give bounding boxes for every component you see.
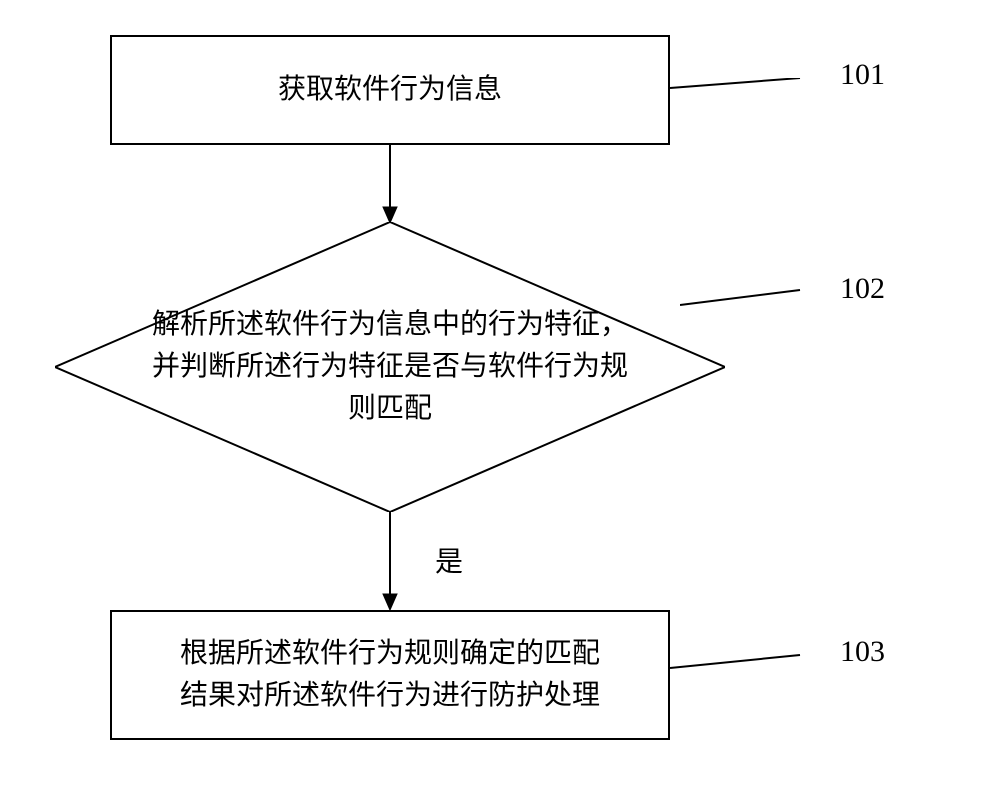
edge-101-102 bbox=[380, 145, 400, 225]
node-101-text: 获取软件行为信息 bbox=[278, 69, 502, 111]
annotation-label-102: 102 bbox=[840, 272, 885, 306]
edge-102-103 bbox=[380, 512, 400, 612]
node-102-line1: 解析所述软件行为信息中的行为特征， bbox=[152, 304, 628, 346]
flowchart-container: 获取软件行为信息 101 解析所述软件行为信息中的行为特征， 并判断所述行为特征… bbox=[0, 0, 1000, 787]
process-box-101: 获取软件行为信息 bbox=[110, 35, 670, 145]
annotation-label-101: 101 bbox=[840, 58, 885, 92]
node-102-text-wrap: 解析所述软件行为信息中的行为特征， 并判断所述行为特征是否与软件行为规 则匹配 bbox=[130, 297, 650, 437]
node-103-text: 根据所述软件行为规则确定的匹配 结果对所述软件行为进行防护处理 bbox=[180, 633, 600, 717]
decision-diamond-102: 解析所述软件行为信息中的行为特征， 并判断所述行为特征是否与软件行为规 则匹配 bbox=[55, 222, 725, 512]
edge-102-103-label: 是 bbox=[435, 540, 463, 580]
node-103-line1: 根据所述软件行为规则确定的匹配 bbox=[180, 633, 600, 675]
annotation-line-101 bbox=[670, 78, 805, 98]
annotation-label-103: 103 bbox=[840, 635, 885, 669]
node-102-line2: 并判断所述行为特征是否与软件行为规 bbox=[152, 346, 628, 388]
node-102-line3: 则匹配 bbox=[152, 388, 628, 430]
annotation-line-102 bbox=[680, 285, 805, 310]
node-103-line2: 结果对所述软件行为进行防护处理 bbox=[180, 675, 600, 717]
annotation-line-103 bbox=[670, 650, 805, 675]
node-102-text: 解析所述软件行为信息中的行为特征， 并判断所述行为特征是否与软件行为规 则匹配 bbox=[152, 304, 628, 430]
process-box-103: 根据所述软件行为规则确定的匹配 结果对所述软件行为进行防护处理 bbox=[110, 610, 670, 740]
